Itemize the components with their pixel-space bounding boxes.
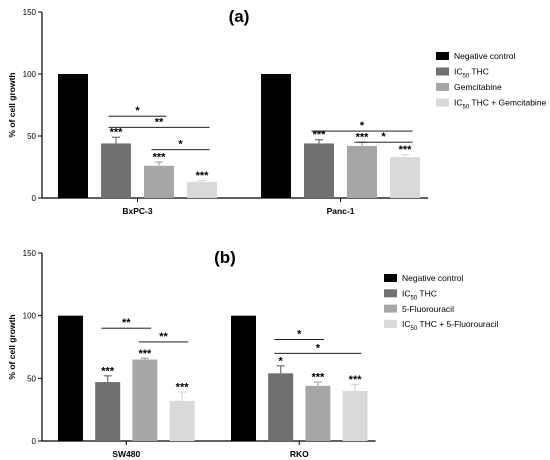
comparison-label: * bbox=[297, 328, 302, 340]
significance-mark: *** bbox=[110, 127, 124, 139]
comparison-label: ** bbox=[155, 116, 164, 128]
legend-label-subscript: 50 bbox=[463, 105, 470, 111]
comparison-label: * bbox=[381, 131, 386, 143]
legend-label-text: Gemcitabine bbox=[454, 82, 502, 92]
panel-title: (b) bbox=[214, 248, 236, 267]
bar bbox=[261, 74, 291, 198]
x-category-label: SW480 bbox=[112, 449, 140, 459]
legend-swatch bbox=[436, 67, 449, 76]
y-axis-label: % of cell growth bbox=[7, 72, 17, 137]
legend-swatch bbox=[436, 83, 449, 91]
bar bbox=[231, 315, 256, 441]
comparison-label: ** bbox=[122, 317, 131, 329]
significance-mark: *** bbox=[138, 348, 152, 360]
y-tick-label: 50 bbox=[27, 132, 36, 141]
legend-swatch bbox=[436, 98, 449, 107]
legend-label: Negative control bbox=[402, 273, 464, 283]
legend-label-text: IC bbox=[402, 319, 411, 329]
significance-mark: *** bbox=[311, 372, 325, 384]
significance-mark: * bbox=[279, 355, 284, 367]
bar bbox=[132, 359, 158, 441]
bar bbox=[101, 143, 131, 198]
significance-mark: *** bbox=[349, 374, 363, 386]
y-tick-label: 150 bbox=[23, 249, 37, 258]
legend-label-text: Negative control bbox=[454, 51, 516, 61]
panel-title: (a) bbox=[229, 7, 250, 26]
x-category-label: RKO bbox=[290, 449, 309, 459]
significance-mark: *** bbox=[176, 382, 190, 394]
legend-label-text: THC bbox=[469, 67, 489, 77]
comparison-label: ** bbox=[159, 331, 168, 343]
legend-label-text: IC bbox=[454, 67, 463, 77]
y-tick-label: 0 bbox=[32, 437, 37, 446]
legend-swatch bbox=[384, 304, 397, 313]
legend-label-subscript: 50 bbox=[463, 74, 470, 80]
legend-label: IC50 THC + 5-Fluorouracil bbox=[402, 319, 499, 332]
legend-label-subscript: 50 bbox=[411, 326, 418, 332]
x-category-label: Panc-1 bbox=[327, 206, 355, 216]
legend-swatch bbox=[384, 319, 397, 328]
bar bbox=[342, 390, 368, 441]
bar bbox=[305, 385, 331, 441]
y-tick-label: 100 bbox=[23, 70, 37, 79]
bar bbox=[144, 165, 174, 198]
legend-label: IC50 THC + Gemcitabine bbox=[454, 98, 547, 111]
significance-mark: *** bbox=[101, 365, 115, 377]
legend-label: Gemcitabine bbox=[454, 82, 502, 92]
y-axis-label: % of cell growth bbox=[7, 314, 17, 379]
legend-label-text: THC bbox=[417, 289, 437, 299]
legend-label-subscript: 50 bbox=[411, 296, 418, 302]
legend-swatch bbox=[384, 274, 397, 282]
significance-mark: *** bbox=[313, 129, 327, 141]
bar bbox=[58, 74, 88, 198]
comparison-label: * bbox=[178, 139, 183, 151]
legend-label-text: THC + Gemcitabine bbox=[469, 98, 546, 108]
legend-label-text: 5-Fluorouracil bbox=[402, 304, 454, 314]
y-tick-label: 0 bbox=[32, 194, 37, 203]
bar bbox=[187, 181, 217, 198]
comparison-label: * bbox=[316, 342, 321, 354]
legend-label: Negative control bbox=[454, 51, 516, 61]
bar bbox=[304, 143, 334, 198]
comparison-label: * bbox=[135, 105, 140, 117]
significance-mark: *** bbox=[153, 152, 167, 164]
y-tick-label: 100 bbox=[23, 312, 37, 321]
bar bbox=[347, 145, 377, 198]
legend-label: IC50 THC bbox=[454, 67, 489, 80]
y-tick-label: 150 bbox=[23, 8, 37, 17]
bar bbox=[268, 373, 294, 441]
legend-swatch bbox=[436, 52, 449, 60]
legend-label-text: IC bbox=[454, 98, 463, 108]
panel-a: (a) 0 50 100 150 % of cell growth BxPC-3 Panc-1… bbox=[7, 7, 547, 216]
comparison-label: * bbox=[360, 120, 365, 132]
x-category-label: BxPC-3 bbox=[122, 206, 153, 216]
legend-label-text: THC + 5-Fluorouracil bbox=[417, 319, 498, 329]
significance-mark: *** bbox=[399, 144, 413, 156]
significance-mark: *** bbox=[196, 170, 210, 182]
legend-label: 5-Fluorouracil bbox=[402, 304, 454, 314]
significance-mark: *** bbox=[356, 132, 370, 144]
legend-label-text: IC bbox=[402, 289, 411, 299]
legend-label: IC50 THC bbox=[402, 289, 437, 302]
bar bbox=[58, 315, 83, 441]
y-tick-label: 50 bbox=[27, 374, 36, 383]
legend-label-text: Negative control bbox=[402, 273, 464, 283]
bar bbox=[390, 157, 420, 198]
legend-swatch bbox=[384, 289, 397, 298]
bar bbox=[95, 382, 121, 441]
bar bbox=[169, 400, 195, 441]
